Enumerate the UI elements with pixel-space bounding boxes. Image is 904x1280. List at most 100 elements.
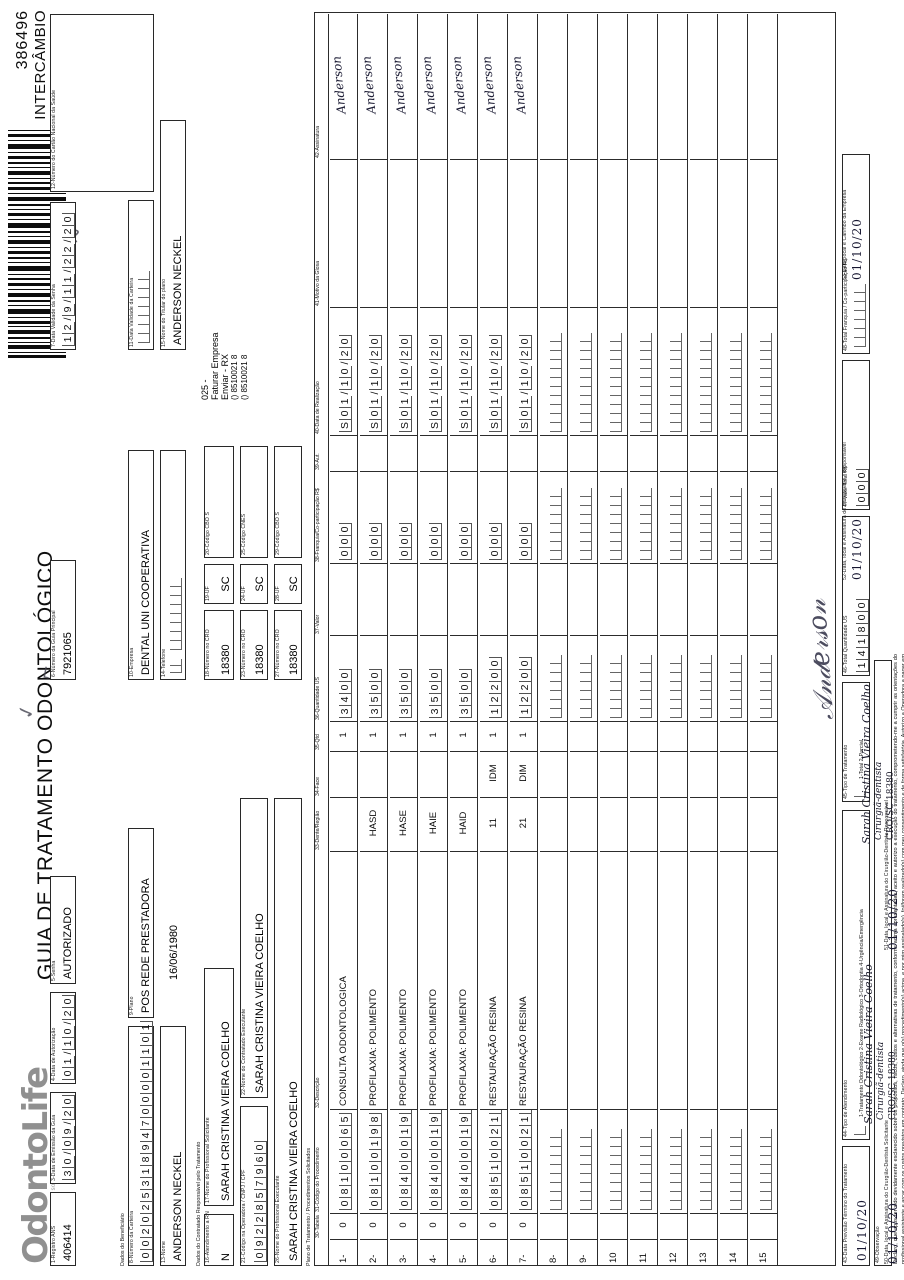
table-cell-f42[interactable] — [660, 14, 687, 160]
table-cell-f36[interactable]: 12200 — [510, 636, 537, 722]
table-cell-f32[interactable] — [660, 852, 687, 1110]
table-cell-f34[interactable] — [750, 752, 777, 798]
table-cell-f30[interactable]: 0 — [480, 1214, 507, 1240]
table-cell-f33[interactable]: 21 — [510, 798, 537, 852]
table-cell-f34[interactable] — [390, 752, 417, 798]
table-cell-f36[interactable] — [540, 636, 567, 722]
table-cell-f42[interactable]: Anderson — [450, 14, 477, 160]
table-cell-f42[interactable]: Anderson — [360, 14, 387, 160]
table-cell-f42[interactable] — [600, 14, 627, 160]
table-cell-seq[interactable]: 4- — [420, 1240, 447, 1266]
table-cell-f32[interactable] — [720, 852, 747, 1110]
table-cell-f42[interactable]: Anderson — [420, 14, 447, 160]
field-empresa[interactable]: 10-Empresa DENTAL UNI COOPERATIVA — [128, 450, 154, 680]
table-cell-f30[interactable] — [630, 1214, 657, 1240]
field-plano[interactable]: 9-Plano POS REDE PRESTADORA — [128, 828, 154, 1018]
table-cell-f31[interactable]: 08100065 — [330, 1110, 357, 1214]
table-cell-f34[interactable]: DIM — [510, 752, 537, 798]
table-cell-f36[interactable]: 3500 — [360, 636, 387, 722]
table-cell-f40[interactable]: S01/10/20 — [420, 308, 447, 436]
table-cell-f32[interactable] — [750, 852, 777, 1110]
field-data-autorizacao[interactable]: 4-Data de Autorização 01/10/20 — [50, 992, 76, 1084]
table-cell-f37[interactable] — [330, 564, 357, 636]
table-cell-f41[interactable] — [690, 160, 717, 308]
table-cell-f41[interactable] — [660, 160, 687, 308]
table-cell-f30[interactable] — [600, 1214, 627, 1240]
table-cell-f38[interactable] — [570, 472, 597, 564]
table-cell-f31[interactable] — [600, 1110, 627, 1214]
table-cell-f38[interactable] — [690, 472, 717, 564]
table-cell-f35[interactable] — [690, 722, 717, 752]
table-cell-f34[interactable] — [630, 752, 657, 798]
table-cell-f39[interactable] — [540, 436, 567, 472]
table-cell-f31[interactable] — [690, 1110, 717, 1214]
table-cell-f37[interactable] — [480, 564, 507, 636]
table-cell-f33[interactable] — [690, 798, 717, 852]
table-cell-f30[interactable]: 0 — [360, 1214, 387, 1240]
table-cell-f38[interactable] — [750, 472, 777, 564]
table-cell-f39[interactable] — [720, 436, 747, 472]
table-cell-f40[interactable] — [570, 308, 597, 436]
table-cell-f34[interactable] — [720, 752, 747, 798]
table-cell-f39[interactable] — [750, 436, 777, 472]
table-cell-f32[interactable] — [540, 852, 567, 1110]
field-numero-cro-solicitante[interactable]: 18-Número no CRO 18380 — [204, 610, 234, 680]
table-cell-f39[interactable] — [420, 436, 447, 472]
table-cell-f35[interactable] — [630, 722, 657, 752]
field-data-previsao-termino[interactable]: 43-Data Previsão Término do Tratamento 0… — [842, 1146, 870, 1266]
table-cell-f35[interactable] — [750, 722, 777, 752]
table-cell-seq[interactable]: 10 — [600, 1240, 627, 1266]
table-cell-f42[interactable]: Anderson — [330, 14, 357, 160]
table-cell-f41[interactable] — [510, 160, 537, 308]
table-cell-f32[interactable] — [570, 852, 597, 1110]
table-cell-f38[interactable] — [630, 472, 657, 564]
table-cell-f39[interactable] — [510, 436, 537, 472]
table-cell-f35[interactable]: 1 — [360, 722, 387, 752]
table-cell-f39[interactable] — [390, 436, 417, 472]
table-cell-seq[interactable]: 13 — [690, 1240, 717, 1266]
table-cell-f33[interactable] — [600, 798, 627, 852]
table-cell-f38[interactable]: 000 — [510, 472, 537, 564]
table-cell-f36[interactable]: 3400 — [330, 636, 357, 722]
table-cell-f37[interactable] — [630, 564, 657, 636]
table-cell-f39[interactable] — [570, 436, 597, 472]
table-cell-f41[interactable] — [420, 160, 447, 308]
table-cell-f35[interactable]: 1 — [480, 722, 507, 752]
table-cell-f42[interactable]: Anderson — [510, 14, 537, 160]
field-cartao-nacional-saude[interactable]: 12-Número do Cartão Nacional da Saúde — [50, 14, 154, 192]
table-cell-f37[interactable] — [600, 564, 627, 636]
table-cell-f33[interactable] — [630, 798, 657, 852]
table-cell-f33[interactable]: HASE — [390, 798, 417, 852]
table-cell-f42[interactable] — [540, 14, 567, 160]
table-cell-f32[interactable]: CONSULTA ODONTOLOGICA — [330, 852, 357, 1110]
table-cell-f38[interactable] — [720, 472, 747, 564]
table-cell-f30[interactable]: 0 — [330, 1214, 357, 1240]
table-cell-f39[interactable] — [480, 436, 507, 472]
table-cell-f30[interactable] — [750, 1214, 777, 1240]
table-cell-f42[interactable] — [720, 14, 747, 160]
table-cell-f33[interactable]: HASD — [360, 798, 387, 852]
field-codigo-cbo-solicitante[interactable]: 20-Código CBO S — [204, 446, 234, 558]
table-cell-seq[interactable]: 11 — [630, 1240, 657, 1266]
field-nome-contratado-executante[interactable]: 22-Nome do Contratado Executante SARAH C… — [240, 798, 268, 1098]
field-codigo-operadora-cnpj[interactable]: 21-Código na Operadora / CNPJ / CPF 0922… — [240, 1106, 268, 1266]
table-cell-f32[interactable]: RESTAURAÇÃO RESINA — [480, 852, 507, 1110]
field-nome-profissional-solicitante[interactable]: 17-Nome do Profissional Solicitante SARA… — [204, 968, 234, 1206]
table-cell-f40[interactable]: S01/10/20 — [480, 308, 507, 436]
table-cell-f40[interactable] — [630, 308, 657, 436]
table-cell-f41[interactable] — [390, 160, 417, 308]
table-cell-f36[interactable] — [690, 636, 717, 722]
field-telefone[interactable]: 14-Telefone — [160, 450, 186, 680]
table-cell-f42[interactable] — [690, 14, 717, 160]
table-cell-f31[interactable]: 085100218 — [480, 1110, 507, 1214]
table-cell-f37[interactable] — [360, 564, 387, 636]
field-numero-carteira[interactable]: 8-Número da Carteira 0020253189470000110… — [128, 1021, 154, 1266]
table-cell-f36[interactable] — [750, 636, 777, 722]
table-cell-f30[interactable]: 0 — [450, 1214, 477, 1240]
table-cell-f36[interactable]: 3500 — [390, 636, 417, 722]
table-cell-f41[interactable] — [720, 160, 747, 308]
table-cell-f34[interactable] — [420, 752, 447, 798]
table-cell-f41[interactable] — [480, 160, 507, 308]
table-cell-f38[interactable]: 000 — [480, 472, 507, 564]
table-cell-seq[interactable]: 7- — [510, 1240, 537, 1266]
